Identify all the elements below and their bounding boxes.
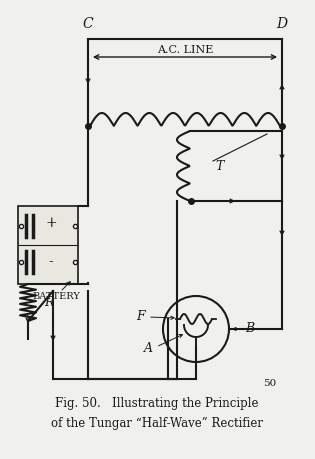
Text: R: R [44, 296, 53, 309]
Text: A: A [144, 342, 152, 356]
Text: C: C [83, 17, 93, 31]
Text: of the Tungar “Half-Wave” Rectifier: of the Tungar “Half-Wave” Rectifier [51, 418, 263, 431]
Text: -: - [49, 255, 53, 269]
Text: +: + [45, 216, 57, 230]
Text: BATTERY: BATTERY [32, 292, 80, 301]
Text: Fig. 50.   Illustrating the Principle: Fig. 50. Illustrating the Principle [55, 397, 259, 410]
Text: F: F [137, 310, 145, 324]
Text: T: T [215, 159, 223, 173]
Text: D: D [277, 17, 288, 31]
Text: 50: 50 [263, 380, 277, 388]
Text: B: B [245, 323, 254, 336]
Text: A.C. LINE: A.C. LINE [157, 45, 213, 55]
Bar [18, 206, 78, 284]
